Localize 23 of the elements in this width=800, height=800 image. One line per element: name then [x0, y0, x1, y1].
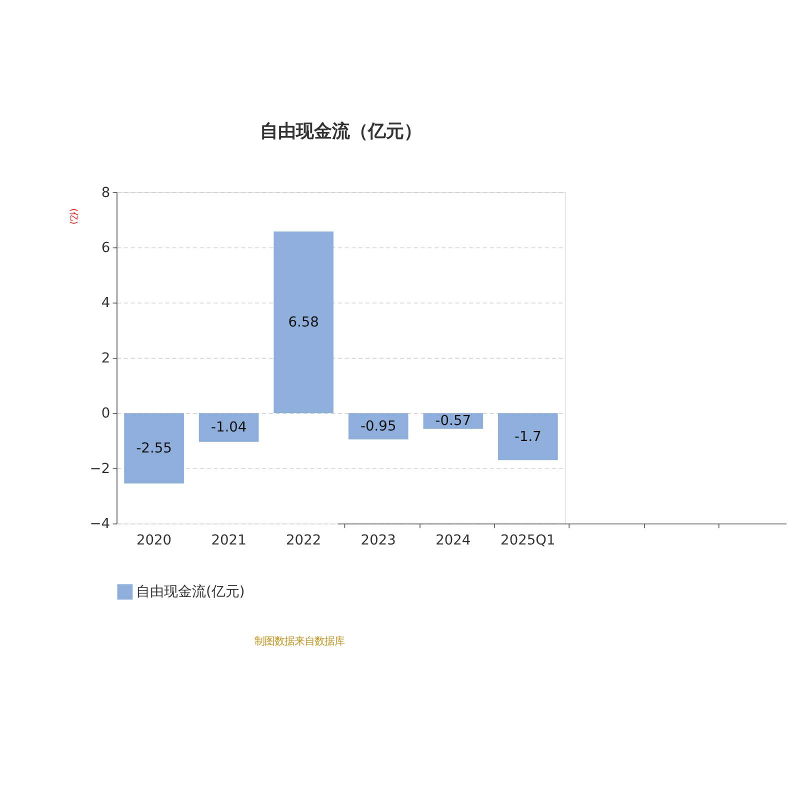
data-label: -0.57	[435, 413, 471, 430]
y-tick-label: 8	[101, 184, 110, 201]
data-label: -0.95	[360, 418, 396, 434]
y-tick-label: 2	[101, 350, 110, 366]
text: 制图数据来自数据库	[254, 635, 345, 648]
y-tick-label: 4	[101, 295, 110, 312]
x-tick-label: 2023	[360, 532, 396, 548]
data-label: -1.7	[514, 428, 542, 445]
chart-title: 自由现金流（亿元）	[260, 121, 422, 142]
x-tick-label: 2025Q1	[500, 532, 556, 548]
y-tick-label: 6	[101, 240, 110, 256]
data-label: -1.04	[210, 420, 247, 436]
legend-label: 自由现金流(亿元)	[136, 584, 245, 600]
y-tick-label: −4	[90, 516, 110, 532]
x-tick-label: 2024	[436, 532, 471, 548]
y-tick-label: 0	[101, 406, 110, 422]
x-tick-label: 2021	[211, 532, 246, 548]
y-tick-label: −2	[90, 460, 110, 477]
data-label: -2.55	[136, 440, 172, 456]
x-tick-label: 2022	[286, 532, 322, 548]
y-axis-title: (亿)	[68, 208, 80, 224]
data-label: 6.58	[288, 314, 319, 330]
x-tick-label: 2020	[136, 532, 172, 548]
